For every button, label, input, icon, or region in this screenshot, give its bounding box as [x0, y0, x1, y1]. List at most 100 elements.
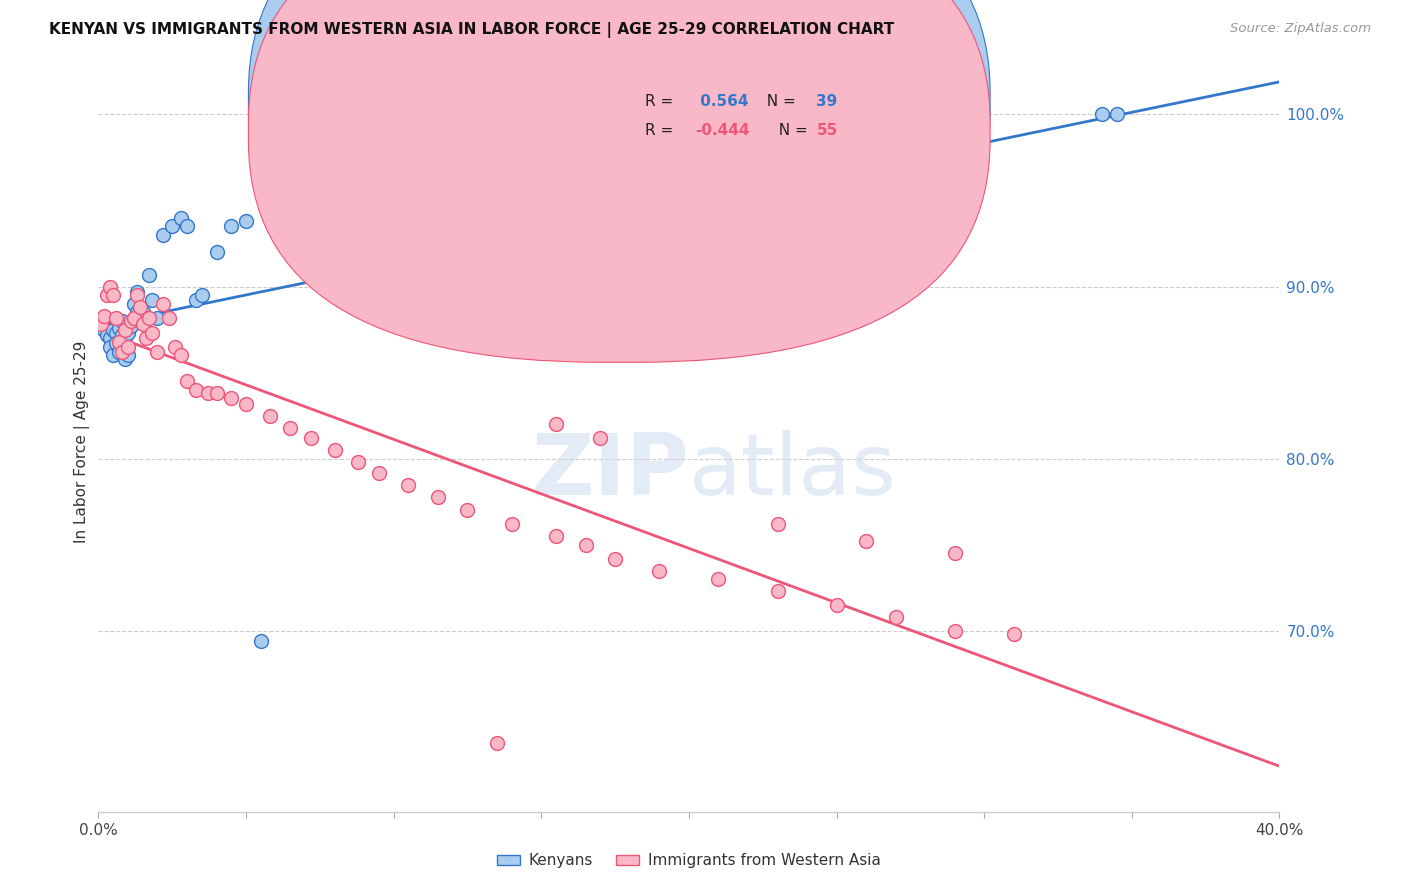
Point: [135, 331, 157, 345]
Point: [114, 351, 136, 366]
Text: -0.444: -0.444: [695, 123, 749, 138]
Point: [766, 517, 789, 532]
Point: [152, 297, 174, 311]
Point: [219, 392, 242, 406]
Point: [546, 417, 568, 432]
Point: [96, 327, 118, 342]
Point: [93, 323, 115, 337]
Y-axis label: In Labor Force | Age 25-29: In Labor Force | Age 25-29: [75, 341, 90, 542]
Point: [98, 331, 121, 345]
Point: [111, 345, 134, 359]
Point: [219, 219, 242, 234]
Text: R =: R =: [645, 94, 678, 109]
Point: [125, 305, 148, 319]
Point: [132, 305, 155, 319]
Text: N =: N =: [769, 123, 813, 138]
Point: [396, 477, 419, 491]
Point: [105, 310, 128, 325]
Point: [96, 288, 118, 302]
Point: [170, 348, 193, 362]
Point: [138, 268, 160, 282]
Point: [943, 624, 966, 638]
Point: [766, 584, 789, 599]
Point: [235, 397, 257, 411]
Text: KENYAN VS IMMIGRANTS FROM WESTERN ASIA IN LABOR FORCE | AGE 25-29 CORRELATION CH: KENYAN VS IMMIGRANTS FROM WESTERN ASIA I…: [49, 22, 894, 38]
Point: [191, 288, 214, 302]
Text: 39: 39: [817, 94, 838, 109]
Point: [128, 301, 150, 316]
Point: [1002, 627, 1025, 641]
Point: [589, 431, 612, 445]
Point: [90, 318, 112, 332]
Point: [205, 386, 228, 401]
Point: [162, 219, 183, 234]
Point: [122, 297, 145, 311]
Point: [546, 529, 568, 543]
Text: Source: ZipAtlas.com: Source: ZipAtlas.com: [1230, 22, 1371, 36]
Text: atlas: atlas: [689, 430, 897, 513]
FancyBboxPatch shape: [249, 0, 990, 362]
Point: [855, 534, 877, 549]
Text: 0.564: 0.564: [695, 94, 748, 109]
Point: [165, 340, 187, 354]
FancyBboxPatch shape: [249, 0, 990, 333]
Point: [184, 293, 207, 308]
Point: [125, 288, 148, 302]
Point: [105, 326, 128, 340]
Point: [90, 318, 112, 332]
Point: [197, 386, 219, 401]
Point: [259, 409, 281, 423]
Point: [108, 334, 131, 349]
Point: [122, 310, 145, 325]
Point: [574, 538, 596, 552]
Legend: Kenyans, Immigrants from Western Asia: Kenyans, Immigrants from Western Asia: [491, 847, 887, 874]
Point: [184, 383, 207, 397]
Point: [1091, 107, 1114, 121]
Point: [117, 340, 139, 354]
Point: [884, 610, 907, 624]
Point: [176, 219, 198, 234]
Point: [141, 326, 163, 340]
Point: [93, 309, 115, 323]
Point: [146, 310, 169, 325]
Text: N =: N =: [758, 94, 801, 109]
Point: [648, 564, 671, 578]
Point: [146, 345, 169, 359]
Text: R =: R =: [645, 123, 678, 138]
Point: [103, 323, 125, 337]
Point: [825, 598, 848, 612]
Text: 55: 55: [817, 123, 838, 138]
Point: [108, 345, 131, 359]
Point: [117, 348, 139, 362]
Point: [157, 310, 180, 325]
Point: [456, 503, 478, 517]
Point: [111, 314, 134, 328]
Point: [120, 319, 142, 334]
Point: [486, 736, 509, 750]
Point: [98, 340, 121, 354]
Point: [347, 455, 370, 469]
Point: [501, 517, 523, 532]
Point: [125, 285, 148, 299]
Point: [120, 314, 142, 328]
Point: [205, 245, 228, 260]
Point: [111, 327, 134, 342]
Point: [98, 279, 121, 293]
Point: [368, 466, 391, 480]
Point: [176, 374, 198, 388]
Point: [132, 318, 155, 332]
Point: [138, 310, 160, 325]
Point: [170, 211, 193, 225]
Point: [427, 490, 450, 504]
Point: [707, 572, 730, 586]
Point: [103, 288, 125, 302]
Point: [117, 326, 139, 340]
Point: [278, 421, 302, 435]
Point: [943, 546, 966, 560]
Point: [323, 443, 346, 458]
Point: [108, 321, 131, 335]
Point: [128, 300, 150, 314]
Point: [1105, 107, 1128, 121]
Point: [105, 336, 128, 351]
Point: [114, 323, 136, 337]
